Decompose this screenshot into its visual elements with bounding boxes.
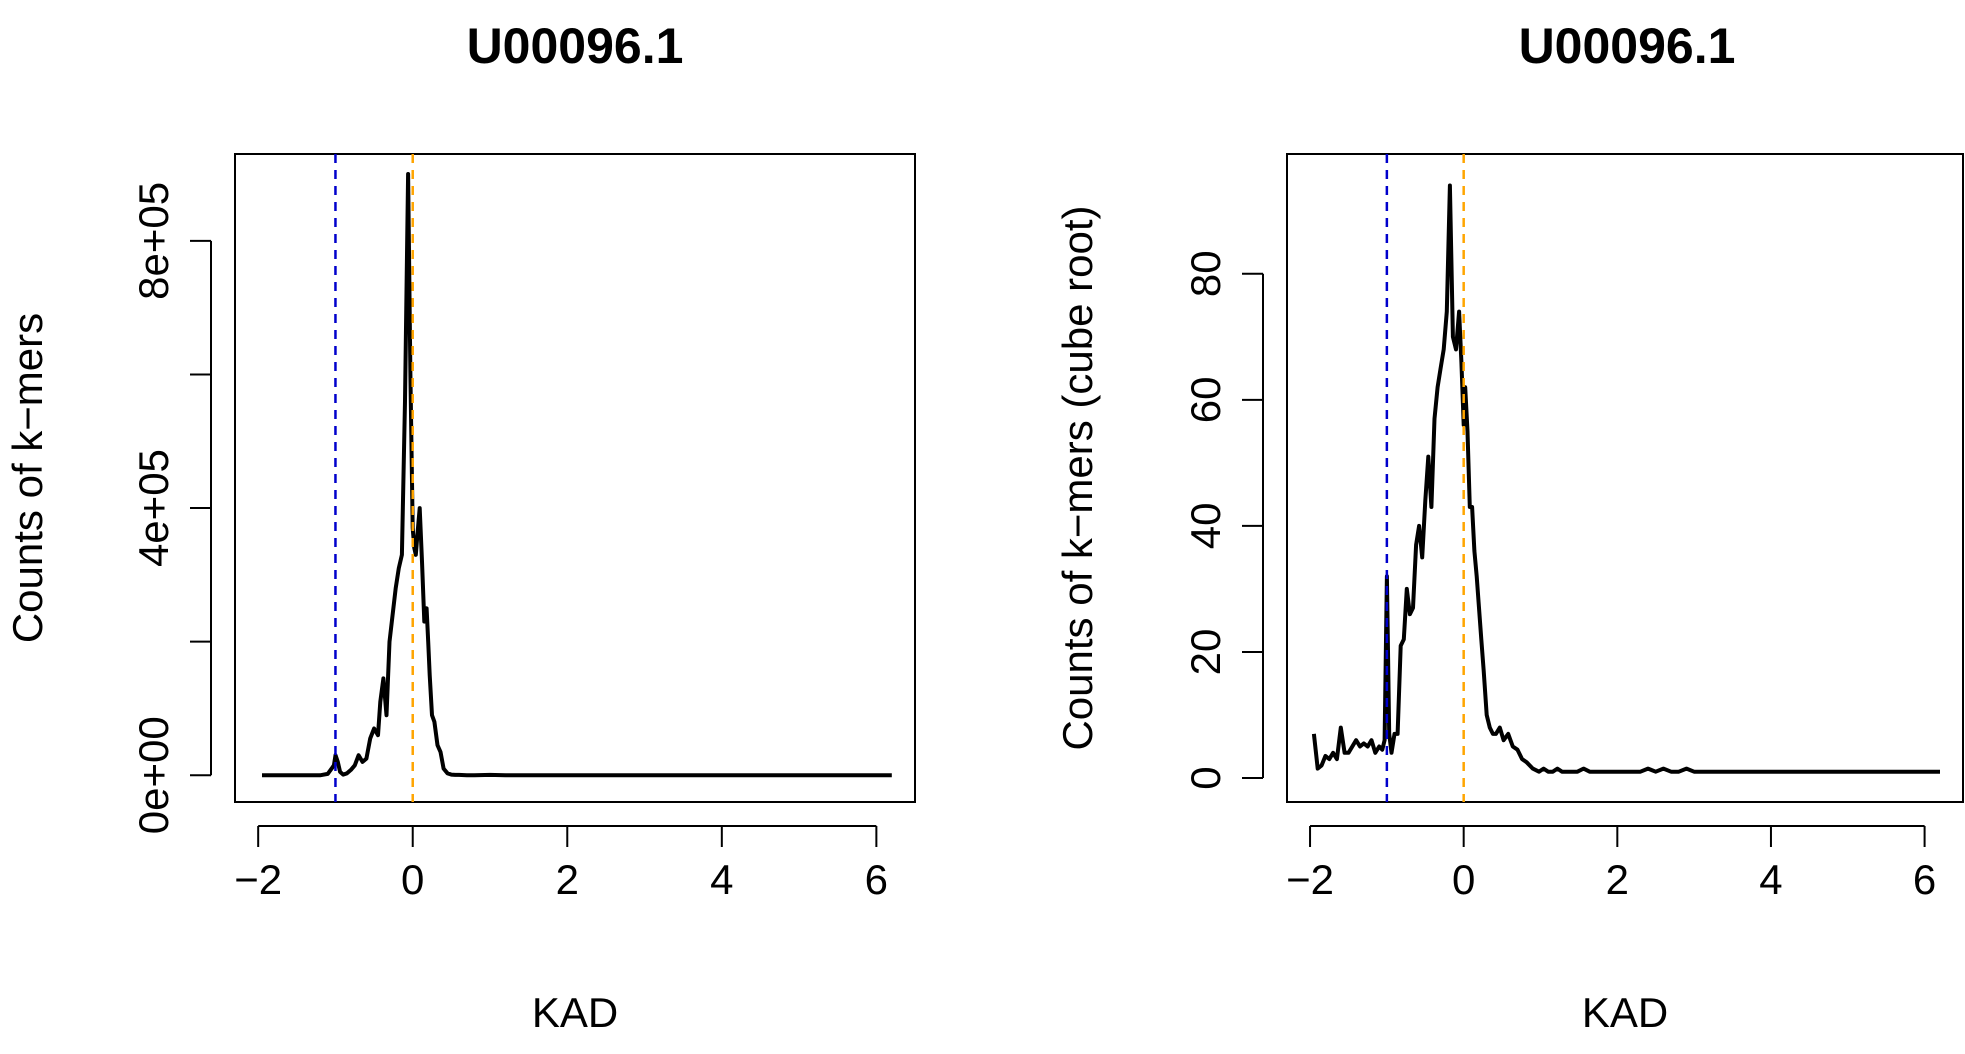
x-tick-label: 4 — [1759, 856, 1782, 903]
plot-frame — [234, 153, 916, 803]
x-tick-label: −2 — [1286, 856, 1334, 903]
x-axis-label: KAD — [532, 989, 618, 1036]
y-tick-label: 80 — [1182, 250, 1229, 297]
y-tick-label: 0 — [1182, 766, 1229, 789]
chart-panel-1: U00096.1 −2 0 2 4 6 0e+00 4e+05 8e+05 KAD Counts o… — [4, 18, 916, 1036]
x-tick-label: 4 — [710, 856, 733, 903]
data-line-series-1 — [262, 172, 892, 778]
data-line-series-1 — [1311, 183, 1940, 774]
x-tick-label: 6 — [1913, 856, 1936, 903]
y-axis-label: Counts of k−mers — [4, 313, 51, 643]
x-tick-label: 6 — [865, 856, 888, 903]
y-tick-label: 4e+05 — [130, 449, 177, 567]
x-tick-label: −2 — [234, 856, 282, 903]
y-axis-label: Counts of k−mers (cube root) — [1054, 205, 1101, 750]
plot-frame — [1286, 153, 1964, 803]
x-tick-label: 0 — [1452, 856, 1475, 903]
y-tick-label: 40 — [1182, 503, 1229, 550]
y-tick-label: 0e+00 — [130, 716, 177, 834]
x-axis-label: KAD — [1582, 989, 1668, 1036]
y-tick-label: 60 — [1182, 376, 1229, 423]
y-tick-label: 8e+05 — [130, 182, 177, 300]
y-tick-label: 20 — [1182, 629, 1229, 676]
x-tick-label: 2 — [556, 856, 579, 903]
x-tick-label: 0 — [401, 856, 424, 903]
chart-title: U00096.1 — [1519, 18, 1736, 74]
chart-title: U00096.1 — [467, 18, 684, 74]
x-tick-label: 2 — [1606, 856, 1629, 903]
